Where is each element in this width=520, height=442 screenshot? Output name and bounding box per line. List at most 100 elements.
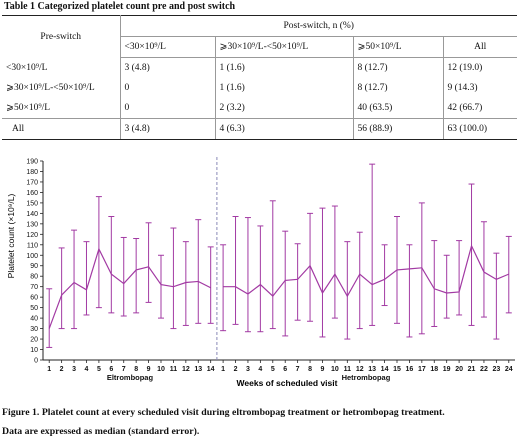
x-tick-label: 9	[147, 366, 151, 373]
table-cell: 0	[120, 98, 216, 119]
x-tick-label: 3	[72, 366, 76, 373]
x-tick-label: 6	[109, 366, 113, 373]
x-tick-label: 5	[97, 366, 101, 373]
row-label: All	[2, 118, 121, 140]
x-tick-label: 8	[308, 366, 312, 373]
x-tick-label: 19	[443, 366, 451, 373]
x-axis-label: Weeks of scheduled visit	[237, 378, 338, 388]
table-cell: 42 (66.7)	[447, 103, 483, 113]
x-tick-label: 24	[505, 366, 513, 373]
table-cell: 8 (12.7)	[353, 57, 444, 78]
platelet-chart-svg: 0102030405060708090100110120130140150160…	[6, 157, 515, 388]
table-row: <30×10⁹/L 3 (4.8) 1 (1.6) 8 (12.7) 12 (1…	[2, 57, 517, 78]
table-row: All 3 (4.8) 4 (6.3) 56 (88.9) 63 (100.0)	[2, 118, 517, 140]
table-row: ⩾30×10⁹/L-<50×10⁹/L 0 1 (1.6) 8 (12.7) 9…	[2, 78, 517, 98]
column-header: <30×10⁹/L	[120, 36, 216, 58]
y-tick-label: 110	[27, 242, 38, 249]
x-tick-label: 12	[356, 366, 364, 373]
table-cell: 1 (1.6)	[215, 57, 354, 78]
x-tick-label: 2	[234, 366, 238, 373]
table-cell: 1 (1.6)	[215, 78, 354, 98]
table-cell: 9 (14.3)	[447, 83, 478, 93]
x-tick-label: 13	[194, 366, 202, 373]
y-tick-label: 180	[26, 169, 38, 176]
x-tick-label: 23	[492, 366, 500, 373]
column-header: ⩾50×10⁹/L	[353, 36, 444, 58]
x-tick-label: 2	[60, 366, 64, 373]
x-tick-label: 17	[418, 366, 426, 373]
x-tick-label: 20	[455, 366, 463, 373]
x-tick-label: 7	[122, 366, 126, 373]
row-label: ⩾30×10⁹/L-<50×10⁹/L	[2, 78, 121, 98]
y-tick-label: 120	[26, 232, 38, 239]
categorized-platelet-table: Pre-switch Post-switch, n (%) <30×10⁹/L …	[2, 15, 517, 140]
table-cell: 2 (3.2)	[215, 98, 354, 119]
y-tick-label: 80	[30, 274, 38, 281]
x-tick-label: 14	[381, 366, 389, 373]
column-header: All	[443, 36, 517, 58]
y-tick-label: 50	[30, 305, 38, 312]
y-tick-label: 130	[26, 221, 38, 228]
y-tick-label: 40	[30, 316, 38, 323]
x-tick-label: 16	[406, 366, 414, 373]
x-tick-label: 4	[258, 366, 262, 373]
post-switch-header: Post-switch, n (%)	[120, 15, 517, 37]
y-tick-label: 70	[30, 284, 38, 291]
table-cell: 0	[120, 78, 216, 98]
y-tick-label: 60	[30, 295, 38, 302]
x-tick-label: 12	[182, 366, 190, 373]
x-tick-label: 8	[134, 366, 138, 373]
x-tick-label: 9	[321, 366, 325, 373]
x-tick-label: 6	[283, 366, 287, 373]
x-tick-label: 7	[296, 366, 300, 373]
table-cell: 3 (4.8)	[120, 57, 216, 78]
x-tick-label: 10	[331, 366, 339, 373]
column-header: ⩾30×10⁹/L-<50×10⁹/L	[215, 36, 354, 58]
x-tick-label: 1	[221, 366, 225, 373]
figure-note: Data are expressed as median (standard e…	[2, 426, 200, 437]
table-row: ⩾50×10⁹/L 0 2 (3.2) 40 (63.5) 42 (66.7)	[2, 98, 517, 119]
y-tick-label: 170	[26, 179, 38, 186]
x-tick-label: 11	[344, 366, 352, 373]
row-label: <30×10⁹/L	[2, 57, 121, 78]
platelet-chart: 0 10 20 30 40 50 60 70 80 90 100 110 120 130 140 150 160…	[0, 154, 520, 394]
table-cell: 3 (4.8)	[120, 118, 216, 140]
x-tick-label: 3	[246, 366, 250, 373]
median-line-eltrombopag	[48, 247, 211, 329]
table-cell: 56 (88.9)	[353, 118, 444, 140]
x-tick-label: 4	[85, 366, 89, 373]
y-tick-label: 90	[30, 263, 38, 270]
table-cell: 4 (6.3)	[215, 118, 354, 140]
median-line-hetrombopag	[223, 244, 510, 298]
pre-switch-header: Pre-switch	[2, 15, 121, 58]
figure-caption: Figure 1. Platelet count at every schedu…	[2, 407, 445, 418]
x-tick-label: 10	[157, 366, 165, 373]
x-tick-label: 22	[480, 366, 488, 373]
x-tick-label: 11	[170, 366, 178, 373]
y-tick-label: 20	[30, 337, 38, 344]
y-tick-label: 160	[26, 190, 38, 197]
table-cell: 8 (12.7)	[353, 78, 444, 98]
x-tick-label: 13	[368, 366, 376, 373]
table-cell: 63 (100.0)	[443, 118, 517, 140]
x-tick-label: 14	[207, 366, 215, 373]
row-label: ⩾50×10⁹/L	[2, 98, 121, 119]
table-cell: 40 (63.5)	[353, 98, 444, 119]
y-tick-label: 10	[30, 347, 38, 354]
y-axis-label: Platelet count (×10⁹/L)	[6, 193, 16, 278]
y-tick-label: 0	[34, 358, 38, 365]
group-label: Hetrombopag	[342, 373, 391, 382]
x-tick-label: 15	[393, 366, 401, 373]
group-label: Eltrombopag	[107, 373, 154, 382]
y-tick-label: 30	[30, 326, 38, 333]
y-tick-label: 190	[26, 159, 38, 166]
x-tick-label: 5	[271, 366, 275, 373]
x-tick-label: 18	[430, 366, 438, 373]
table-title: Table 1 Categorized platelet count pre a…	[4, 1, 236, 12]
y-tick-label: 150	[26, 200, 38, 207]
x-tick-label: 21	[468, 366, 476, 373]
y-tick-label: 140	[26, 211, 38, 218]
y-tick-label: 100	[26, 253, 38, 260]
x-tick-label: 1	[47, 366, 51, 373]
table-cell: 12 (19.0)	[447, 63, 483, 73]
